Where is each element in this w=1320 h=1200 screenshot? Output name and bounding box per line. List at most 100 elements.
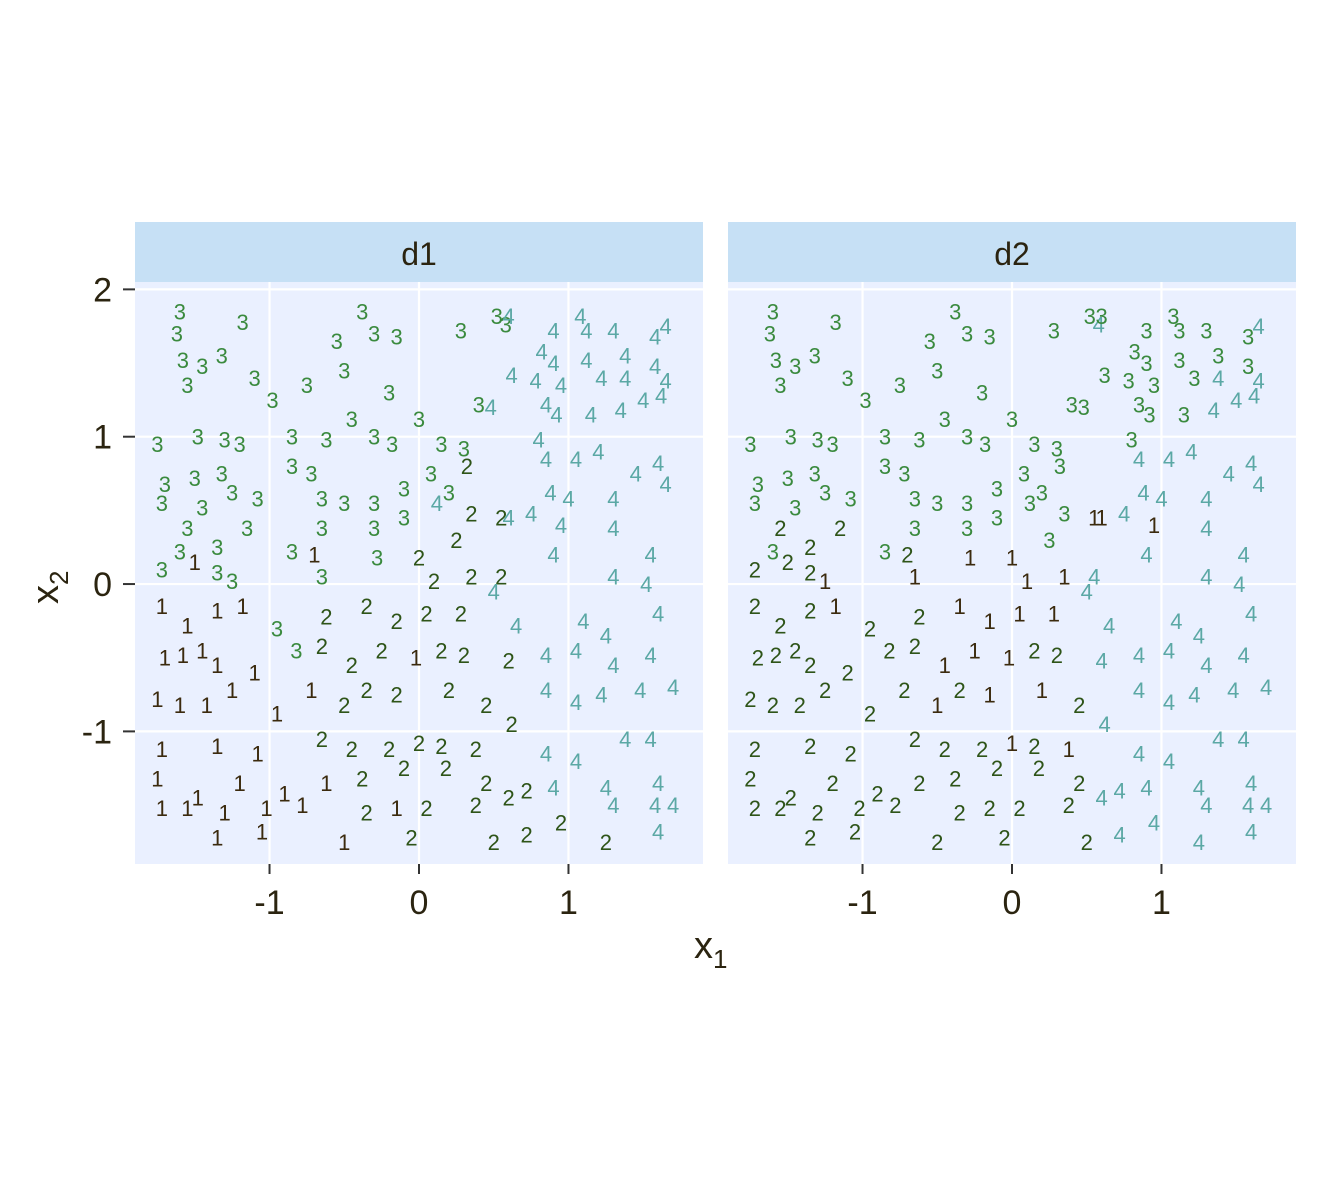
data-point-label: 1	[909, 565, 921, 590]
data-point-label: 2	[435, 734, 447, 759]
data-point-label: 2	[458, 643, 470, 668]
data-point-label: 4	[1200, 565, 1212, 590]
data-point-label: 3	[236, 310, 248, 335]
data-point-label: 4	[1193, 624, 1205, 649]
data-point-label: 4	[550, 403, 562, 428]
data-point-label: 1	[983, 609, 995, 634]
data-point-label: 2	[804, 734, 816, 759]
data-point-label: 2	[812, 800, 824, 825]
data-point-label: 3	[809, 344, 821, 369]
data-point-label: 4	[645, 643, 657, 668]
data-point-label: 2	[470, 737, 482, 762]
data-point-label: 2	[804, 653, 816, 678]
data-point-label: 4	[431, 491, 443, 516]
data-point-label: 1	[201, 693, 213, 718]
data-point-label: 4	[607, 653, 619, 678]
data-point-label: 2	[413, 546, 425, 571]
data-point-label: 3	[338, 491, 350, 516]
data-point-label: 4	[503, 506, 515, 531]
data-point-label: 3	[1140, 351, 1152, 376]
data-point-label: 2	[503, 649, 515, 674]
data-point-label: 3	[181, 516, 193, 541]
data-point-label: 3	[398, 506, 410, 531]
data-point-label: 4	[580, 348, 592, 373]
data-point-label: 1	[954, 594, 966, 619]
data-point-label: 4	[1163, 749, 1175, 774]
data-point-label: 4	[660, 314, 672, 339]
data-point-label: 4	[1200, 516, 1212, 541]
data-point-label: 4	[1208, 398, 1220, 423]
data-point-label: 2	[841, 660, 853, 685]
data-point-label: 1	[1148, 513, 1160, 538]
data-point-label: 3	[1200, 319, 1212, 344]
data-point-label: 3	[879, 540, 891, 565]
data-point-label: 2	[480, 771, 492, 796]
data-point-label: 2	[770, 643, 782, 668]
data-point-label: 4	[619, 366, 631, 391]
data-point-label: 3	[156, 557, 168, 582]
data-point-label: 2	[390, 609, 402, 634]
data-point-label: 3	[1048, 319, 1060, 344]
data-point-label: 2	[398, 756, 410, 781]
data-point-label: 2	[949, 767, 961, 792]
data-point-label: 4	[667, 793, 679, 818]
data-point-label: 4	[570, 447, 582, 472]
data-point-label: 4	[640, 572, 652, 597]
data-point-label: 3	[398, 476, 410, 501]
data-point-label: 4	[585, 403, 597, 428]
data-point-label: 4	[1242, 793, 1254, 818]
data-point-label: 1	[211, 734, 223, 759]
x-axis-title-main: x	[694, 925, 713, 967]
data-point-label: 2	[450, 528, 462, 553]
data-point-label: 2	[749, 557, 761, 582]
data-point-label: 3	[961, 322, 973, 347]
data-point-label: 3	[316, 516, 328, 541]
data-point-label: 3	[174, 540, 186, 565]
data-point-label: 3	[1078, 395, 1090, 420]
data-point-label: 1	[969, 638, 981, 663]
data-point-label: 1	[1006, 731, 1018, 756]
data-point-label: 1	[983, 683, 995, 708]
data-point-label: 1	[226, 678, 238, 703]
data-point-label: 4	[577, 609, 589, 634]
data-point-label: 1	[1003, 646, 1015, 671]
data-point-label: 3	[248, 366, 260, 391]
data-point-label: 2	[390, 683, 402, 708]
data-point-label: 2	[470, 793, 482, 818]
facet-strip-label: d1	[401, 236, 437, 272]
x-tick-label: 1	[1152, 884, 1171, 922]
data-point-label: 1	[211, 825, 223, 850]
data-point-label: 4	[547, 775, 559, 800]
data-point-label: 3	[192, 425, 204, 450]
data-point-label: 3	[1140, 319, 1152, 344]
data-point-label: 4	[1140, 543, 1152, 568]
data-point-label: 4	[652, 771, 664, 796]
y-axis: -1 0 1 2	[82, 271, 135, 751]
data-point-label: 1	[1088, 506, 1100, 531]
data-point-label: 3	[174, 299, 186, 324]
data-point-label: 2	[346, 737, 358, 762]
data-point-label: 2	[744, 687, 756, 712]
data-point-label: 3	[931, 358, 943, 383]
data-point-label: 2	[361, 678, 373, 703]
data-point-label: 4	[1245, 451, 1257, 476]
data-point-label: 2	[804, 535, 816, 560]
data-point-label: 4	[607, 487, 619, 512]
data-point-label: 2	[844, 741, 856, 766]
data-point-label: 3	[443, 481, 455, 506]
data-point-label: 3	[1188, 366, 1200, 391]
x-axis-title: x1	[694, 925, 727, 974]
data-point-label: 2	[954, 678, 966, 703]
data-point-label: 4	[1103, 613, 1115, 638]
data-point-label: 3	[961, 425, 973, 450]
data-point-label: 2	[871, 781, 883, 806]
data-point-label: 2	[435, 638, 447, 663]
facet-strip	[728, 222, 1296, 282]
data-point-label: 4	[1238, 643, 1250, 668]
data-point-label: 1	[338, 830, 350, 855]
data-point-label: 2	[889, 793, 901, 818]
data-point-label: 3	[1143, 403, 1155, 428]
data-point-label: 1	[1036, 678, 1048, 703]
